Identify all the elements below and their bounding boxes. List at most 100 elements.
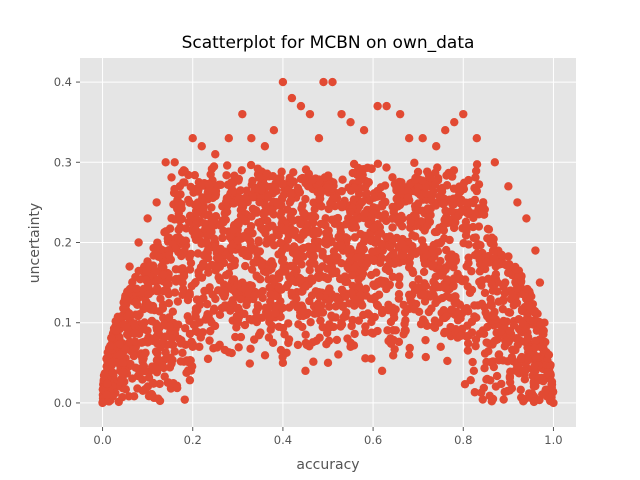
data-point [137, 338, 146, 347]
data-point [292, 266, 301, 275]
data-point [421, 281, 431, 291]
data-point [303, 181, 313, 190]
data-point [289, 299, 298, 309]
data-point [372, 234, 382, 244]
data-point [318, 247, 327, 257]
data-point [505, 326, 515, 336]
data-point [322, 340, 331, 349]
data-point [472, 313, 481, 322]
data-point [207, 164, 217, 174]
data-point [470, 388, 480, 397]
data-point [479, 210, 489, 219]
data-point [166, 255, 176, 264]
data-point [367, 354, 376, 363]
data-point [138, 386, 148, 395]
data-point [144, 289, 154, 299]
data-point [490, 158, 500, 167]
data-point [436, 185, 445, 194]
data-point [170, 184, 179, 194]
data-point [324, 204, 333, 214]
data-point [337, 318, 346, 327]
data-point [470, 250, 480, 260]
data-point [512, 334, 522, 343]
data-point [148, 378, 158, 388]
data-point [411, 212, 420, 221]
data-point [440, 327, 449, 337]
data-point [115, 350, 125, 360]
data-point [449, 200, 458, 209]
data-point [410, 175, 420, 185]
data-point [369, 294, 378, 303]
data-point [307, 214, 317, 224]
data-point [377, 366, 387, 376]
data-point [523, 334, 533, 343]
data-point [469, 366, 479, 375]
data-point [117, 374, 126, 383]
data-point [234, 174, 244, 184]
data-point [356, 298, 366, 308]
data-point [337, 258, 346, 268]
data-point [277, 167, 286, 176]
data-point [359, 125, 369, 135]
data-point [334, 232, 343, 242]
data-point [234, 219, 243, 228]
data-point [130, 337, 140, 346]
data-point [445, 235, 454, 245]
data-point [406, 294, 415, 304]
data-point [329, 322, 338, 332]
data-point [284, 319, 293, 328]
data-point [461, 198, 471, 207]
data-point [211, 186, 221, 196]
data-point [428, 187, 438, 196]
data-point [271, 183, 280, 192]
data-point [456, 314, 465, 323]
data-point [167, 359, 176, 368]
data-point [292, 249, 302, 259]
data-point [319, 77, 328, 87]
data-point [436, 342, 445, 351]
data-point [252, 317, 262, 327]
data-point [211, 294, 220, 304]
data-point [373, 101, 382, 111]
data-point [497, 379, 506, 389]
data-point [476, 277, 485, 286]
data-point [362, 259, 372, 268]
data-point [441, 206, 450, 215]
data-point [467, 285, 477, 295]
data-point [346, 208, 355, 217]
data-point [253, 301, 263, 310]
data-point [436, 256, 445, 266]
data-point [255, 173, 264, 183]
data-point [207, 203, 216, 212]
data-point [316, 305, 325, 315]
data-point [476, 241, 485, 250]
data-point [512, 284, 522, 293]
data-point [405, 258, 414, 268]
data-point [504, 182, 513, 191]
data-point [437, 271, 446, 280]
data-point [458, 205, 467, 215]
data-point [178, 284, 188, 294]
data-point [478, 395, 487, 404]
data-point [375, 258, 385, 268]
data-point [346, 117, 355, 127]
data-point [526, 303, 536, 312]
data-point [489, 240, 498, 249]
data-point [193, 305, 202, 315]
data-point [259, 208, 269, 217]
data-point [293, 340, 303, 350]
data-point [388, 223, 397, 232]
data-point [171, 244, 180, 253]
data-point [435, 192, 444, 201]
data-point [247, 134, 256, 143]
data-point [329, 252, 339, 261]
data-point [165, 224, 175, 233]
data-point [389, 326, 398, 335]
data-point [247, 265, 257, 274]
data-point [487, 280, 496, 289]
data-point [154, 252, 163, 261]
data-point [448, 253, 457, 263]
data-point [234, 343, 243, 352]
data-point [158, 304, 168, 313]
data-point [350, 329, 359, 339]
